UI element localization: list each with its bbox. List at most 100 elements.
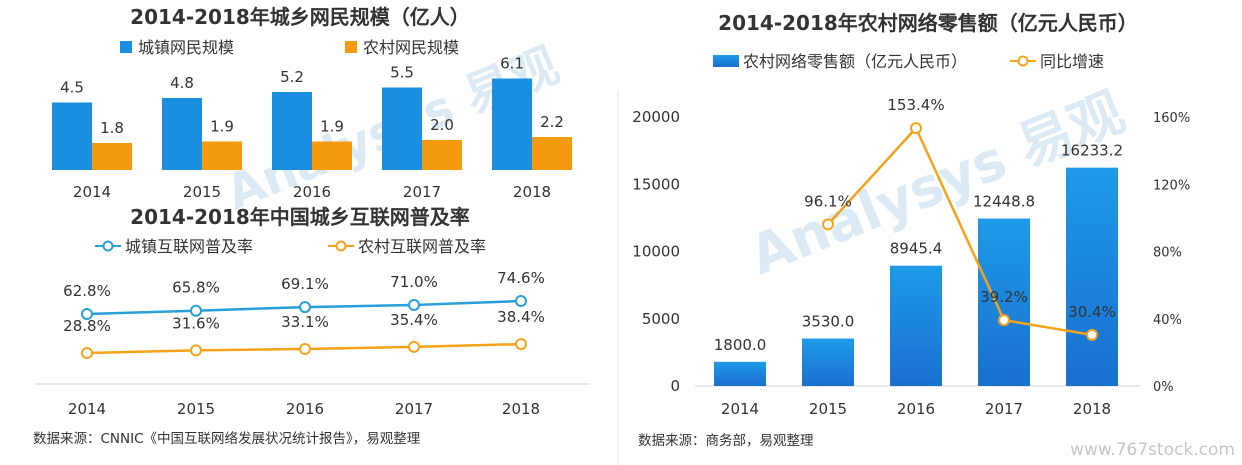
- x-tick-2014: 2014: [73, 183, 111, 201]
- legend-marker-rural: [335, 240, 347, 252]
- data-label-rural-2016: 1.9: [320, 118, 344, 136]
- netizen-chart-title: 2014-2018年城乡网民规模（亿人）: [130, 5, 470, 29]
- watermark-url: www.767stock.com: [1070, 440, 1235, 460]
- data-label-rural-2018: 38.4%: [497, 308, 545, 326]
- bar-urban-2018: [492, 78, 532, 170]
- x-tick-2018: 2018: [502, 400, 540, 418]
- legend-swatch-urban: [120, 41, 132, 53]
- data-label-retail-2015: 3530.0: [802, 313, 855, 331]
- point-rural-2014: [81, 347, 93, 359]
- legend-swatch-retail: [713, 55, 739, 67]
- legend-marker-urban: [102, 240, 114, 252]
- y-tick-0: 0: [670, 377, 680, 395]
- y2-tick-160%: 160%: [1153, 111, 1190, 126]
- data-label-urban-2015: 4.8: [170, 74, 194, 92]
- x-tick-2017: 2017: [985, 400, 1023, 418]
- data-label-rural-2014: 1.8: [100, 119, 124, 137]
- legend-marker-growth: [1017, 55, 1029, 67]
- bar-retail-2016: [890, 265, 942, 386]
- data-label-rural-2017: 35.4%: [390, 311, 438, 329]
- data-label-rural-2015: 31.6%: [172, 314, 220, 332]
- data-label-rural-2017: 2.0: [430, 116, 454, 134]
- data-label-rural-2018: 2.2: [540, 113, 564, 131]
- x-tick-2015: 2015: [183, 183, 221, 201]
- point-growth-2015: [822, 218, 834, 231]
- data-label-growth-2016: 153.4%: [887, 96, 944, 114]
- data-label-retail-2014: 1800.0: [714, 336, 767, 354]
- data-label-retail-2016: 8945.4: [890, 240, 943, 258]
- data-label-growth-2015: 96.1%: [804, 192, 852, 210]
- y-tick-20000: 20000: [632, 108, 680, 126]
- data-label-rural-2014: 28.8%: [63, 317, 111, 335]
- penetration-chart-title: 2014-2018年中国城乡互联网普及率: [130, 205, 470, 229]
- netizen-scale-chart: 2014-2018年城乡网民规模（亿人） 城镇网民规模 农村网民规模 4.5 1.8…: [52, 5, 572, 201]
- point-rural-2016: [299, 343, 311, 356]
- netizen-legend: 城镇网民规模 农村网民规模: [120, 38, 459, 57]
- point-urban-2017: [408, 298, 420, 311]
- point-growth-2017: [998, 314, 1010, 327]
- y-tick-5000: 5000: [642, 310, 680, 328]
- bar-rural-2018: [532, 137, 572, 170]
- x-tick-2018: 2018: [513, 183, 551, 201]
- point-growth-2018: [1086, 328, 1098, 341]
- point-rural-2017: [408, 340, 420, 353]
- left-source-note: 数据来源：CNNIC《中国互联网络发展状况统计报告》，易观整理: [33, 431, 421, 447]
- point-rural-2018: [515, 338, 527, 351]
- data-label-urban-2016: 69.1%: [281, 275, 329, 293]
- data-label-rural-2016: 33.1%: [281, 313, 329, 331]
- point-urban-2015: [190, 304, 202, 317]
- y2-tick-120%: 120%: [1153, 178, 1190, 193]
- data-label-growth-2018: 30.4%: [1068, 303, 1116, 321]
- data-label-urban-2014: 4.5: [60, 79, 84, 97]
- x-tick-2016: 2016: [286, 400, 324, 418]
- penetration-rate-chart: 2014-2018年中国城乡互联网普及率 城镇互联网普及率 农村互联网普及率 62…: [35, 205, 590, 418]
- retail-chart-title: 2014-2018年农村网络零售额（亿元人民币）: [718, 11, 1138, 35]
- bar-rural-2017: [422, 140, 462, 170]
- x-tick-2014: 2014: [721, 400, 759, 418]
- legend-label-urban: 城镇网民规模: [138, 38, 234, 57]
- point-growth-2016: [910, 122, 922, 135]
- legend-label-urban: 城镇互联网普及率: [125, 237, 253, 256]
- point-urban-2016: [299, 301, 311, 314]
- x-tick-2017: 2017: [403, 183, 441, 201]
- point-urban-2018: [515, 295, 527, 308]
- penetration-legend: 城镇互联网普及率 农村互联网普及率: [95, 237, 486, 256]
- data-label-urban-2017: 71.0%: [390, 273, 438, 291]
- data-label-urban-2014: 62.8%: [63, 282, 111, 300]
- retail-legend: 农村网络零售额（亿元人民币） 同比增速: [713, 52, 1104, 71]
- data-label-rural-2015: 1.9: [210, 118, 234, 136]
- x-tick-2015: 2015: [809, 400, 847, 418]
- bar-urban-2016: [272, 92, 312, 170]
- data-label-urban-2018: 6.1: [500, 55, 524, 73]
- legend-label-growth: 同比增速: [1040, 52, 1104, 71]
- y2-tick-0%: 0%: [1153, 380, 1174, 395]
- x-tick-2016: 2016: [897, 400, 935, 418]
- data-label-urban-2016: 5.2: [280, 68, 304, 86]
- legend-label-rural: 农村网民规模: [363, 38, 459, 57]
- right-source-note: 数据来源：商务部，易观整理: [638, 433, 814, 449]
- legend-swatch-rural: [345, 41, 357, 53]
- bar-urban-2014: [52, 102, 92, 170]
- x-tick-2015: 2015: [177, 400, 215, 418]
- data-label-urban-2015: 65.8%: [172, 279, 220, 297]
- bar-rural-2015: [202, 141, 242, 170]
- x-tick-2014: 2014: [68, 400, 106, 418]
- point-urban-2014: [81, 308, 93, 320]
- y2-tick-40%: 40%: [1153, 313, 1182, 328]
- bar-retail-2014: [714, 361, 766, 386]
- bar-retail-2015: [802, 338, 854, 386]
- data-label-urban-2018: 74.6%: [497, 269, 545, 287]
- bar-retail-2017: [978, 218, 1030, 386]
- bar-urban-2015: [162, 98, 202, 170]
- bar-rural-2014: [92, 143, 132, 170]
- legend-label-rural: 农村互联网普及率: [358, 237, 486, 256]
- data-label-growth-2017: 39.2%: [980, 288, 1028, 306]
- bar-urban-2017: [382, 87, 422, 170]
- x-tick-2018: 2018: [1073, 400, 1111, 418]
- rural-retail-chart: 2014-2018年农村网络零售额（亿元人民币） 农村网络零售额（亿元人民币） 同…: [632, 11, 1190, 418]
- y-tick-10000: 10000: [632, 243, 680, 261]
- bar-retail-2018: [1066, 167, 1118, 386]
- point-rural-2015: [190, 344, 202, 357]
- y2-tick-80%: 80%: [1153, 246, 1182, 261]
